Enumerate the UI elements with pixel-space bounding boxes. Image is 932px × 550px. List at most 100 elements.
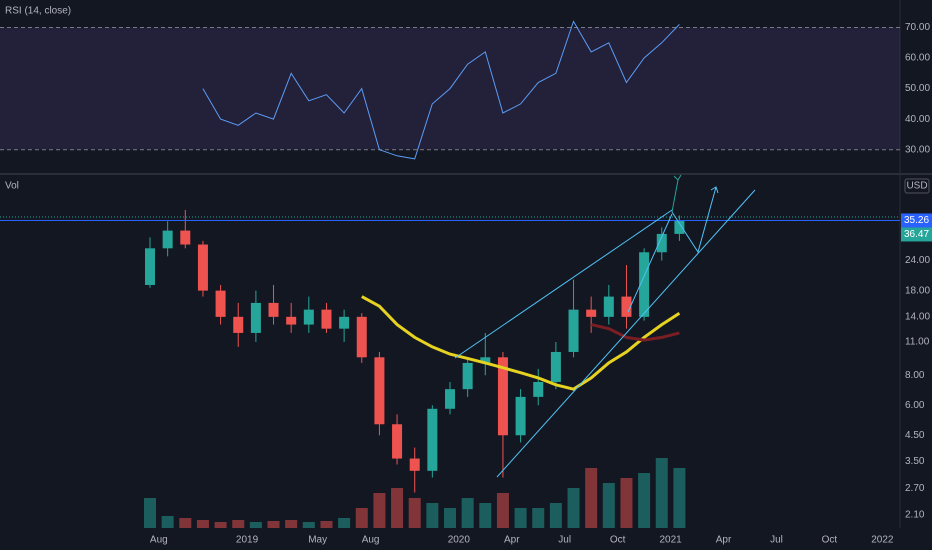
arrow-head [673,174,682,181]
candle-body [480,357,491,363]
volume-bar [302,522,315,528]
volume-bar [655,458,668,528]
volume-bar [373,493,386,528]
volume-bar [161,516,174,528]
volume-bar [673,468,686,528]
y-tick-label: 60.00 [905,53,930,64]
volume-bar [532,508,545,528]
candle-body [356,316,367,358]
y-tick-label: 3.50 [905,456,925,467]
y-tick-label: 2.10 [905,509,925,520]
x-tick-label: Apr [716,535,732,546]
candle-body [250,302,261,333]
candle-body [497,357,508,436]
volume-bar [249,522,262,528]
x-tick-label: 2020 [448,535,471,546]
y-tick-label: 8.00 [905,370,925,381]
y-tick-label: 30.00 [905,144,930,155]
y-tick-label: 40.00 [905,114,930,125]
trend-line [496,189,756,478]
candle-body [268,302,279,317]
volume-bar [214,522,227,528]
x-tick-label: May [308,535,327,546]
candle-body [339,316,350,329]
volume-bar [320,521,333,528]
price-badge-label: 35.26 [904,215,929,226]
x-tick-label: Oct [610,535,626,546]
rsi-title: RSI (14, close) [5,6,71,17]
rsi-line [202,20,680,160]
volume-bar [638,473,651,528]
volume-bar [179,518,192,528]
y-tick-label: 70.00 [905,22,930,33]
volume-bar [232,520,245,528]
candle-body [233,316,244,333]
volume-bar [355,508,368,528]
trend-line [454,209,673,359]
x-tick-label: 2022 [871,535,894,546]
x-tick-label: 2019 [236,535,259,546]
vol-title: Vol [5,181,19,192]
volume-bar [196,520,209,528]
volume-bar [444,508,457,528]
volume-bar [267,521,280,528]
volume-bar [144,498,157,528]
volume-bar [338,518,351,528]
x-tick-label: Oct [822,535,838,546]
x-tick-label: 2021 [659,535,682,546]
y-tick-label: 14.00 [905,311,930,322]
candle-body [392,424,403,459]
volume-bar [496,493,509,528]
volume-bar [602,483,615,528]
candle-body [515,396,526,436]
arrow [671,186,717,254]
volume-bar [549,503,562,528]
volume-bar [620,478,633,528]
moving-average [590,323,680,342]
candle-body [568,309,579,352]
currency-label: USD [906,181,927,192]
volume-bar [426,503,439,528]
candle-body [427,408,438,471]
candle-body [621,296,632,317]
volume-bar [479,503,492,528]
price-badge-label: 36.47 [904,229,929,240]
volume-bar [461,498,474,528]
currency-box[interactable] [904,178,930,194]
candle-body [550,351,561,382]
candle-body [374,357,385,425]
y-tick-label: 2.70 [905,483,925,494]
arrow-head [710,186,719,194]
volume-bar [585,468,598,528]
candle-body [321,309,332,329]
candle-body [603,296,614,317]
candle-body [656,233,667,253]
candle-body [162,230,173,249]
y-tick-label: 11.00 [905,337,930,348]
trend-line [627,213,673,313]
candle-body [145,248,156,285]
volume-bar [514,508,527,528]
volume-bar [285,520,298,528]
candle-body [197,244,208,291]
volume-bar [391,488,404,528]
candle-body [533,381,544,397]
candle-body [180,230,191,245]
moving-average [361,295,681,391]
candle-body [445,389,456,409]
x-tick-label: Jul [770,535,783,546]
candle-body [303,309,314,325]
candle-body [409,458,420,471]
candle-body [286,316,297,325]
y-tick-label: 6.00 [905,400,925,411]
x-tick-label: Aug [362,535,380,546]
candle-body [639,252,650,317]
volume-bar [408,498,421,528]
candle-body [586,309,597,317]
price-badge [901,227,932,242]
price-badge [901,213,932,228]
drawings [454,174,756,478]
